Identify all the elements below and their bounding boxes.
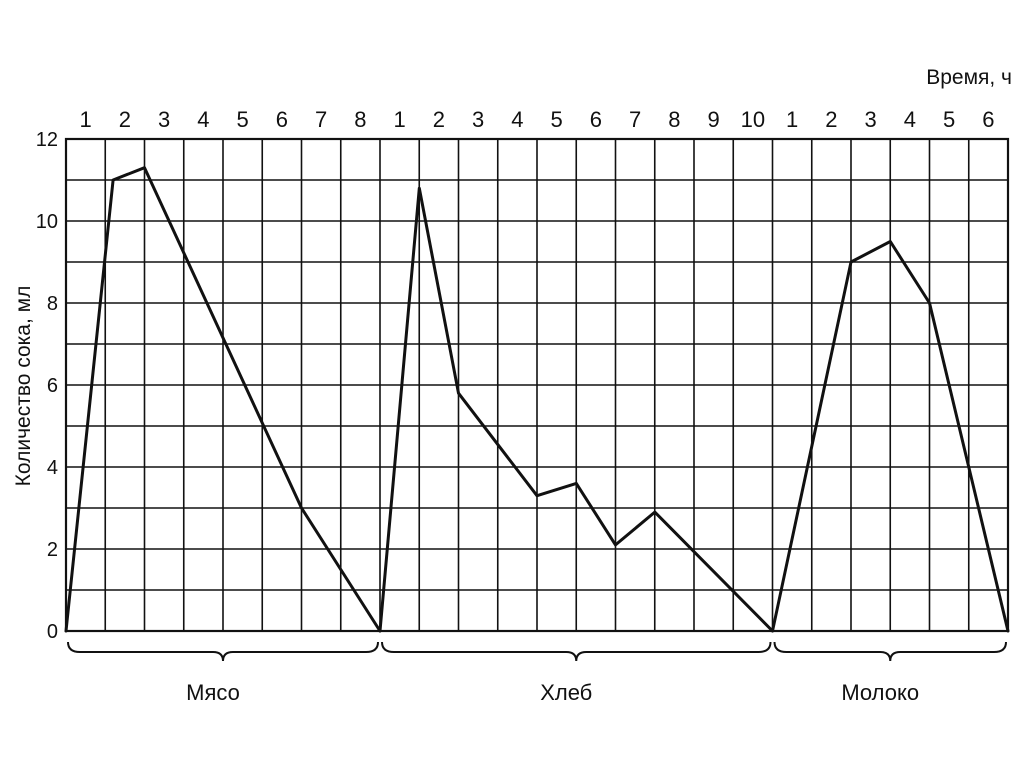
x-tick-label: 7 — [629, 107, 641, 132]
y-tick-label: 8 — [47, 293, 58, 315]
data-lines — [64, 166, 1010, 633]
series-line-3 — [771, 240, 1010, 633]
segment-brace — [67, 641, 379, 662]
x-tick-label: 5 — [551, 107, 563, 132]
x-tick-label: 3 — [158, 107, 170, 132]
y-tick-label: 4 — [47, 457, 58, 479]
x-tick-label: 2 — [119, 107, 131, 132]
x-tick-label: 4 — [197, 107, 209, 132]
grid — [64, 137, 1010, 633]
x-tick-label: 1 — [786, 107, 798, 132]
y-tick-label: 6 — [47, 375, 58, 397]
y-tick-label: 10 — [36, 211, 58, 233]
x-tick-label: 4 — [904, 107, 916, 132]
plot-frame — [64, 137, 1010, 633]
x-tick-label: 2 — [825, 107, 837, 132]
y-tick-label: 12 — [36, 129, 58, 151]
x-tick-label: 7 — [315, 107, 327, 132]
x-tick-label: 6 — [982, 107, 994, 132]
x-tick-label: 4 — [511, 107, 523, 132]
segment-label: Мясо — [186, 680, 240, 705]
y-axis-label: Количество сока, мл — [12, 286, 35, 487]
x-tick-label: 8 — [354, 107, 366, 132]
segment-label: Молоко — [841, 680, 919, 705]
segment-brace — [381, 641, 772, 662]
x-tick-label: 9 — [708, 107, 720, 132]
y-tick-label: 2 — [47, 539, 58, 561]
x-tick-label: 6 — [276, 107, 288, 132]
series-line-1 — [64, 166, 382, 633]
segment-braces: Мясо Хлеб Молоко — [67, 641, 1007, 705]
x-tick-label: 5 — [943, 107, 955, 132]
series-line-2 — [378, 186, 774, 633]
x-tick-label: 10 — [741, 107, 765, 132]
x-axis-label: Время, ч — [926, 66, 1012, 89]
x-tick-label: 2 — [433, 107, 445, 132]
x-tick-label: 1 — [80, 107, 92, 132]
x-tick-label: 3 — [865, 107, 877, 132]
x-tick-label: 6 — [590, 107, 602, 132]
x-tick-label: 3 — [472, 107, 484, 132]
x-tick-label: 5 — [237, 107, 249, 132]
x-tick-label: 8 — [668, 107, 680, 132]
segment-brace — [773, 641, 1007, 662]
y-tick-label: 0 — [47, 621, 58, 643]
segment-label: Хлеб — [540, 680, 592, 705]
x-tick-label: 1 — [394, 107, 406, 132]
